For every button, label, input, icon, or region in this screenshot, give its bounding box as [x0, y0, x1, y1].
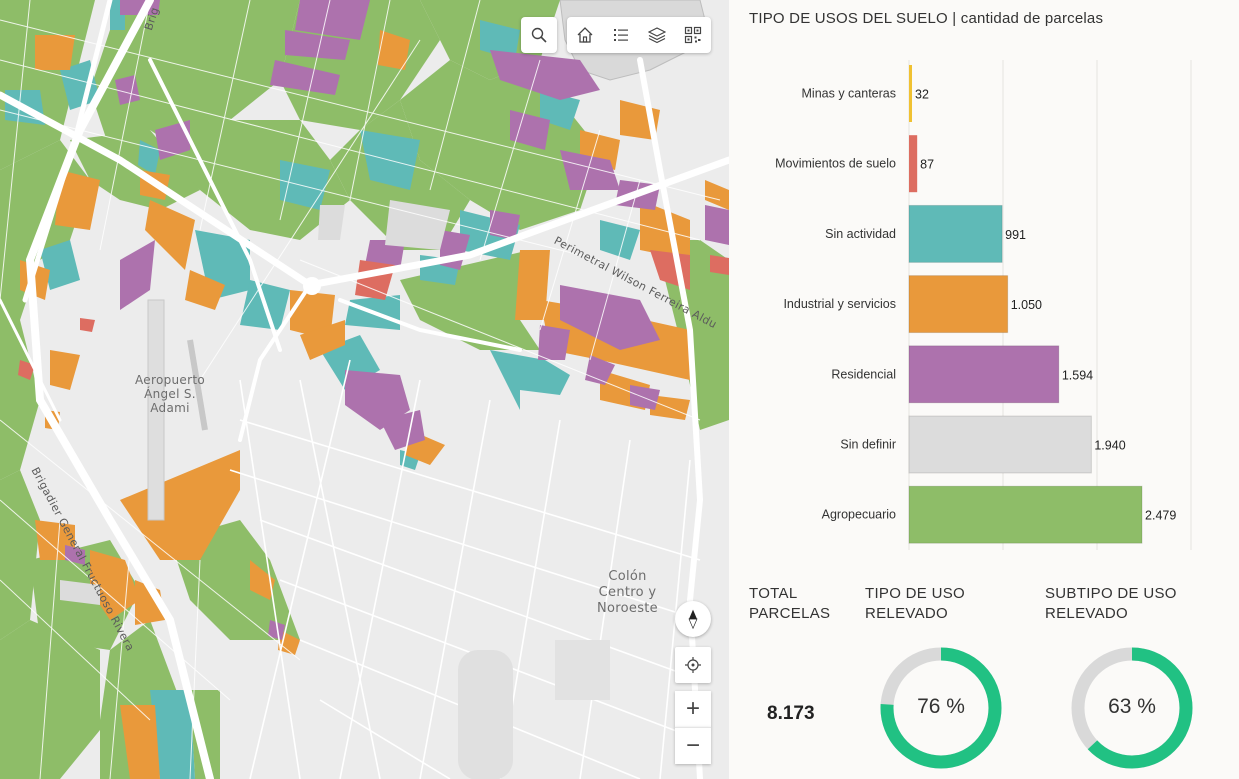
chart-category-label: Agropecuario	[822, 508, 896, 522]
map-toolbar	[567, 17, 711, 53]
airport-label: Aeropuerto Ángel S. Adami	[135, 373, 205, 415]
land-use-subtype-heading: SUBTIPO DE USO RELEVADO	[1045, 585, 1177, 622]
chart-category-label: Industrial y servicios	[783, 297, 896, 311]
chart-category-label: Sin actividad	[825, 227, 896, 241]
chart-value-label: 1.940	[1094, 439, 1125, 453]
home-icon	[577, 27, 593, 43]
chart-value-label: 87	[920, 158, 934, 172]
zoom-out-button[interactable]: −	[675, 727, 711, 764]
gauge-fill	[880, 647, 1002, 769]
land-use-type-heading: TIPO DE USO RELEVADO	[865, 585, 965, 622]
chart-bar[interactable]	[909, 135, 918, 193]
chart-category-label: Movimientos de suelo	[775, 157, 896, 171]
land-use-subtype-gauge[interactable]	[1067, 643, 1197, 773]
chart-value-label: 991	[1005, 228, 1026, 242]
land-use-bar-chart[interactable]: Minas y canteras 32 Movimientos de suelo 87…	[729, 50, 1239, 555]
chart-bar[interactable]	[909, 65, 913, 122]
chart-category-label: Minas y canteras	[802, 87, 896, 101]
chart-title: TIPO DE USOS DEL SUELO | cantidad de par…	[749, 10, 1103, 27]
parcel-layer[interactable]	[0, 0, 729, 779]
chart-category-label: Residencial	[831, 367, 896, 381]
minus-icon: −	[685, 732, 700, 759]
chart-bar[interactable]	[908, 204, 1003, 263]
zoom-in-button[interactable]: +	[675, 691, 711, 727]
chart-value-label: 32	[915, 88, 929, 102]
chart-bar[interactable]	[908, 345, 1060, 404]
chart-value-label: 1.594	[1062, 368, 1093, 382]
land-use-type-gauge[interactable]	[876, 643, 1006, 773]
plus-icon: +	[685, 695, 700, 722]
legend-button[interactable]	[603, 17, 639, 53]
chart-title-main: TIPO DE USOS DEL SUELO	[749, 10, 948, 27]
chart-bar[interactable]	[908, 485, 1143, 544]
compass-button[interactable]	[675, 601, 711, 637]
chart-title-separator: |	[947, 10, 961, 27]
home-button[interactable]	[567, 17, 603, 53]
qr-button[interactable]	[675, 17, 711, 53]
land-use-subtype-percent: 63 %	[1108, 695, 1156, 718]
qr-code-icon	[684, 26, 702, 44]
chart-title-sub: cantidad de parcelas	[960, 10, 1104, 27]
compass-icon	[688, 609, 698, 630]
land-use-type-percent: 76 %	[917, 695, 965, 718]
search-button[interactable]	[521, 17, 557, 53]
map-basemap[interactable]	[0, 0, 729, 779]
total-parcels-heading: TOTAL PARCELAS	[749, 585, 831, 622]
total-parcels-value: 8.173	[767, 703, 815, 724]
chart-bar[interactable]	[908, 275, 1009, 334]
legend-list-icon	[614, 29, 628, 41]
layers-icon	[648, 27, 666, 44]
search-icon	[531, 27, 547, 43]
map-view[interactable]: Aeropuerto Ángel S. Adami Colón Centro y…	[0, 0, 729, 779]
layers-button[interactable]	[639, 17, 675, 53]
locate-icon	[685, 657, 701, 673]
district-label: Colón Centro y Noroeste	[597, 569, 658, 616]
gauge-fill	[1071, 647, 1193, 769]
chart-bar[interactable]	[908, 415, 1092, 474]
stats-panel: TIPO DE USOS DEL SUELO | cantidad de par…	[729, 0, 1239, 779]
chart-value-label: 1.050	[1011, 298, 1042, 312]
search-tool-group	[521, 17, 557, 53]
locate-button[interactable]	[675, 647, 711, 683]
chart-category-label: Sin definir	[840, 438, 896, 452]
chart-value-label: 2.479	[1145, 509, 1176, 523]
